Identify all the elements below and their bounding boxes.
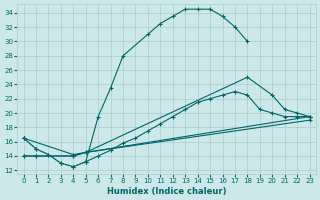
X-axis label: Humidex (Indice chaleur): Humidex (Indice chaleur) <box>107 187 226 196</box>
